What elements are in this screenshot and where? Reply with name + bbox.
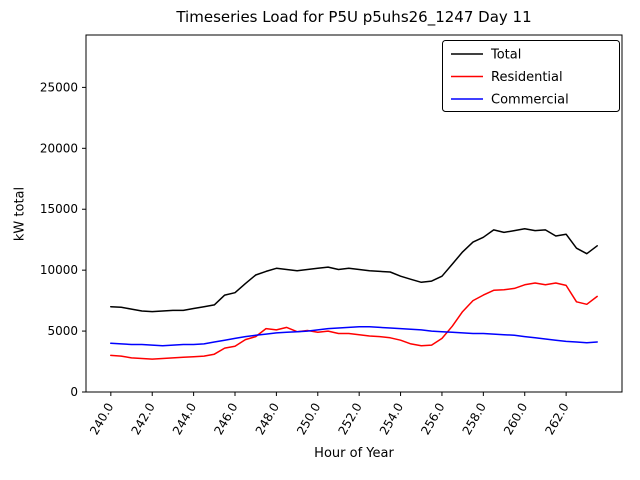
- series-line-commercial: [110, 326, 598, 347]
- chart-title: Timeseries Load for P5U p5uhs26_1247 Day…: [176, 8, 532, 26]
- legend-box: [442, 40, 620, 112]
- svg-text:5000: 5000: [47, 324, 78, 338]
- svg-text:262.0: 262.0: [542, 401, 571, 438]
- svg-text:20000: 20000: [40, 141, 78, 155]
- svg-text:240.0: 240.0: [87, 401, 116, 438]
- svg-text:260.0: 260.0: [501, 401, 530, 438]
- svg-text:242.0: 242.0: [129, 401, 158, 438]
- svg-text:250.0: 250.0: [294, 401, 323, 438]
- series-line-residential: [110, 282, 598, 360]
- series-line-total: [110, 227, 598, 313]
- legend-label: Residential: [491, 70, 563, 85]
- legend-label: Total: [490, 48, 521, 63]
- svg-text:248.0: 248.0: [253, 401, 282, 438]
- svg-text:10000: 10000: [40, 263, 78, 277]
- y-axis-label: kW total: [12, 186, 28, 242]
- svg-text:254.0: 254.0: [377, 401, 406, 438]
- svg-text:15000: 15000: [40, 202, 78, 216]
- x-axis-label: Hour of Year: [314, 446, 394, 461]
- svg-text:25000: 25000: [40, 80, 78, 94]
- svg-text:252.0: 252.0: [335, 401, 364, 438]
- legend-label: Commercial: [491, 93, 569, 108]
- svg-text:256.0: 256.0: [418, 401, 447, 438]
- svg-text:0: 0: [70, 385, 78, 399]
- svg-text:258.0: 258.0: [460, 401, 489, 438]
- svg-text:246.0: 246.0: [211, 401, 240, 438]
- svg-text:244.0: 244.0: [170, 401, 199, 438]
